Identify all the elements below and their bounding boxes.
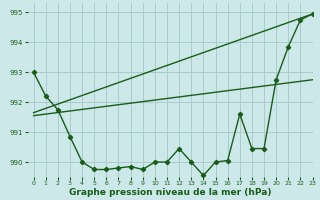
X-axis label: Graphe pression niveau de la mer (hPa): Graphe pression niveau de la mer (hPa) [69, 188, 271, 197]
